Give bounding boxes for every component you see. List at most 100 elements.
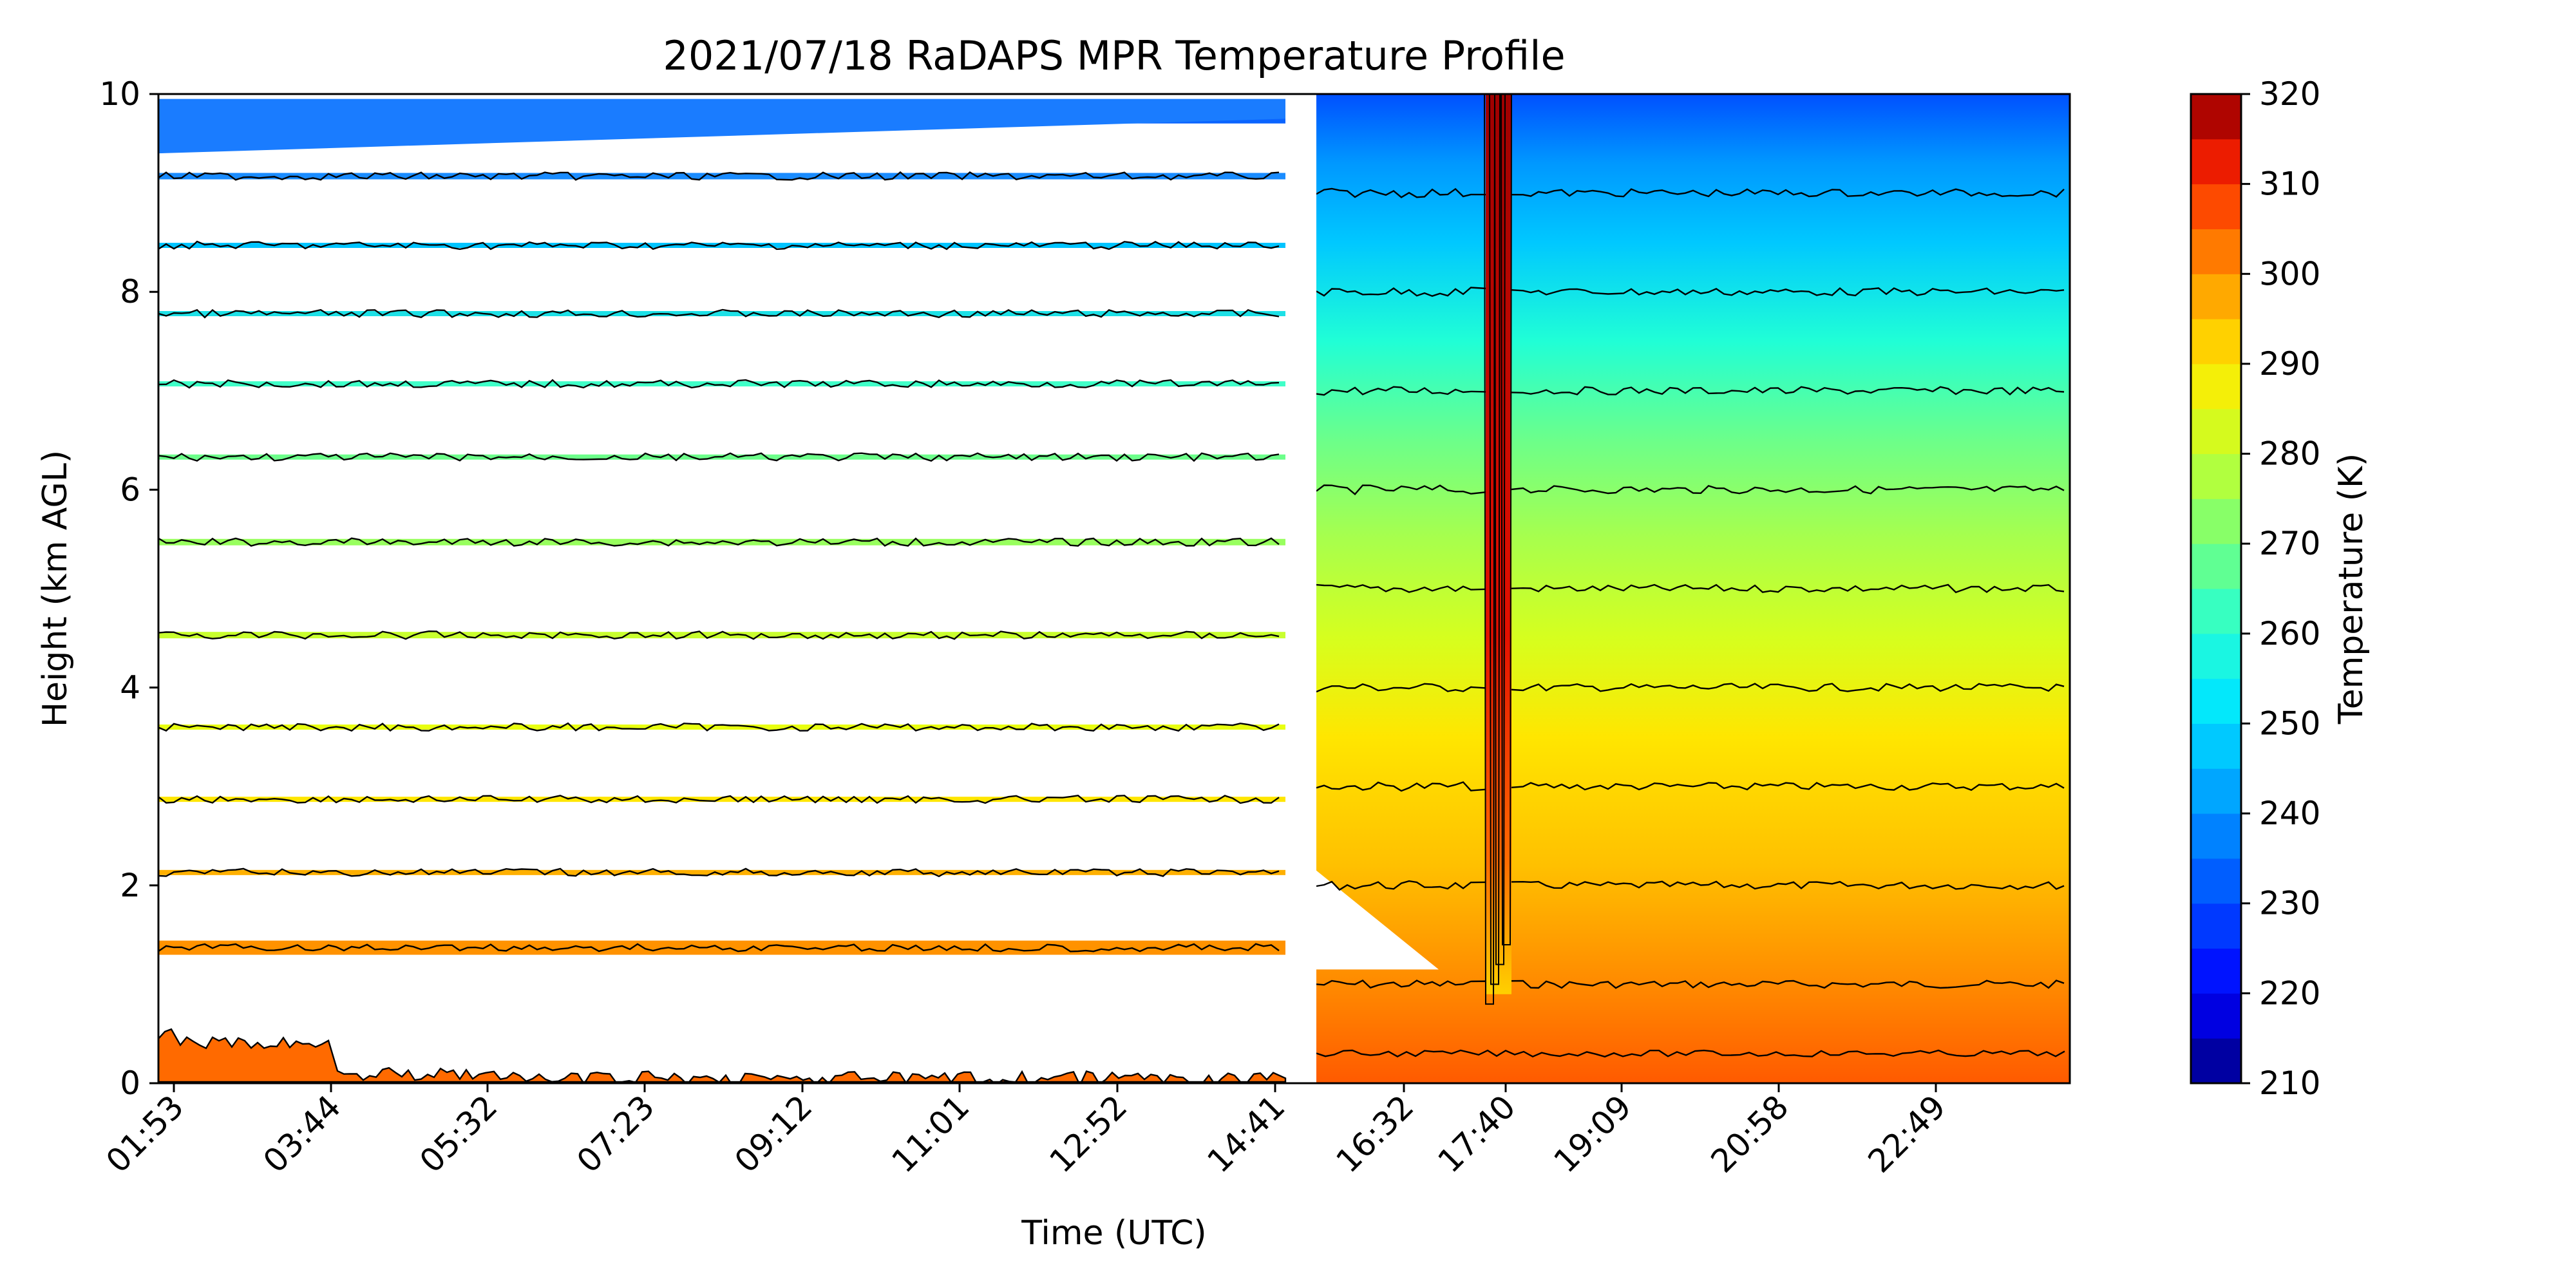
colorbar-tick-label: 250 bbox=[2259, 705, 2320, 742]
colorbar-tick-label: 310 bbox=[2259, 166, 2320, 203]
contour-line bbox=[158, 943, 1280, 952]
colorbar-tick-label: 260 bbox=[2259, 615, 2320, 652]
anomaly-contour bbox=[1484, 94, 1495, 1005]
colorbar-tick-label: 220 bbox=[2259, 974, 2320, 1012]
contour-band bbox=[158, 797, 1285, 802]
colorbar-tick-label: 270 bbox=[2259, 525, 2320, 562]
y-tick-label: 10 bbox=[99, 75, 140, 113]
y-tick-label: 0 bbox=[120, 1065, 140, 1102]
contour-line bbox=[1316, 1049, 2065, 1058]
data-gap bbox=[1288, 94, 1316, 1083]
colorbar-swatch bbox=[2191, 768, 2241, 814]
x-tick-label: 17:40 bbox=[1431, 1088, 1523, 1180]
contour-line bbox=[158, 452, 1280, 462]
colorbar-swatch bbox=[2191, 138, 2241, 185]
contour-band bbox=[158, 632, 1285, 639]
x-tick-label: 16:32 bbox=[1329, 1088, 1421, 1180]
contour-line bbox=[1316, 980, 2065, 989]
colorbar-tick-label: 320 bbox=[2259, 75, 2320, 113]
contour-band bbox=[158, 310, 1285, 316]
colorbar-swatch bbox=[2191, 723, 2241, 769]
colorbar-swatch bbox=[2191, 408, 2241, 455]
x-axis: 01:53 03:44 05:32 07:23 09:12 11:01 12:52 14:41… bbox=[99, 1083, 1953, 1180]
x-tick-label: 11:01 bbox=[885, 1088, 977, 1180]
plot-area bbox=[158, 94, 2070, 1083]
colorbar-label: Temperature (K) bbox=[2332, 453, 2371, 725]
anomaly-contour bbox=[1494, 94, 1506, 965]
contour-line bbox=[1316, 781, 2065, 792]
colorbar-swatch bbox=[2191, 589, 2241, 634]
x-axis-label: Time (UTC) bbox=[1021, 1214, 1206, 1253]
colorbar-tick-label: 230 bbox=[2259, 885, 2320, 922]
colorbar-swatch bbox=[2191, 903, 2241, 949]
colorbar-tick-label: 210 bbox=[2259, 1065, 2320, 1102]
contour-line bbox=[1316, 484, 2065, 496]
contour-line bbox=[158, 308, 1280, 319]
plot-frame bbox=[157, 93, 2071, 1084]
contour-line bbox=[158, 630, 1280, 640]
contour-line bbox=[1316, 386, 2065, 396]
colorbar-swatch bbox=[2191, 678, 2241, 724]
x-tick-label: 14:41 bbox=[1200, 1088, 1293, 1180]
colorbar-tick-label: 240 bbox=[2259, 795, 2320, 832]
colorbar-swatch bbox=[2191, 633, 2241, 679]
contour-line bbox=[158, 171, 1280, 181]
colorbar-swatch bbox=[2191, 498, 2241, 544]
x-tick-label: 22:49 bbox=[1861, 1088, 1953, 1180]
contour-line bbox=[158, 722, 1280, 732]
y-tick-label: 4 bbox=[120, 669, 140, 706]
colorbar-swatch bbox=[2191, 993, 2241, 1039]
y-tick-label: 2 bbox=[120, 867, 140, 904]
contour-band bbox=[158, 538, 1285, 545]
y-axis-label: Height (km AGL) bbox=[36, 450, 75, 727]
x-tick-label: 05:32 bbox=[413, 1088, 505, 1180]
colorbar-frame bbox=[2190, 93, 2242, 1084]
x-tick-label: 12:52 bbox=[1043, 1088, 1135, 1180]
x-tick-label: 03:44 bbox=[256, 1088, 348, 1180]
colorbar-swatch bbox=[2191, 453, 2241, 499]
contour-band-wedge bbox=[158, 99, 1285, 154]
contour-line bbox=[158, 240, 1280, 251]
y-tick-label: 8 bbox=[120, 273, 140, 310]
colorbar-swatch bbox=[2191, 94, 2241, 140]
anomaly-contour bbox=[1501, 94, 1512, 945]
contour-band bbox=[158, 869, 1285, 875]
surface-warm-band bbox=[158, 1028, 1287, 1083]
x-tick-label: 19:09 bbox=[1547, 1088, 1639, 1180]
contour-band bbox=[158, 940, 1285, 955]
contour-band bbox=[158, 243, 1285, 249]
contour-line bbox=[1316, 287, 2065, 297]
colorbar-swatch bbox=[2191, 858, 2241, 904]
contour-band bbox=[158, 173, 1285, 180]
colorbar-swatch bbox=[2191, 319, 2241, 365]
colorbar-swatch bbox=[2191, 229, 2241, 274]
contour-line bbox=[158, 867, 1280, 878]
colorbar-swatch bbox=[2191, 184, 2241, 229]
colorbar-tick-label: 280 bbox=[2259, 435, 2320, 473]
y-axis: 0 2 4 6 8 10 bbox=[99, 75, 158, 1102]
colorbar-swatch bbox=[2191, 274, 2241, 319]
contour-line bbox=[1316, 683, 2065, 693]
x-tick-label: 09:12 bbox=[728, 1088, 820, 1180]
colorbar-swatch bbox=[2191, 363, 2241, 410]
x-tick-label: 07:23 bbox=[570, 1088, 662, 1180]
contour-line bbox=[158, 379, 1280, 389]
contour-band bbox=[158, 724, 1285, 730]
colorbar-tick-label: 300 bbox=[2259, 255, 2320, 292]
contour-line bbox=[1316, 880, 2065, 891]
colorbar-swatch bbox=[2191, 948, 2241, 994]
contour-line bbox=[158, 795, 1280, 804]
x-tick-label: 01:53 bbox=[99, 1088, 191, 1180]
colorbar-tick-label: 290 bbox=[2259, 345, 2320, 383]
y-tick-label: 6 bbox=[120, 471, 140, 508]
anomaly-contour bbox=[1489, 94, 1501, 985]
contour-line bbox=[1316, 583, 2065, 594]
colorbar-swatch bbox=[2191, 1038, 2241, 1084]
colorbar-swatch bbox=[2191, 544, 2241, 589]
x-tick-label: 20:58 bbox=[1704, 1088, 1796, 1180]
contour-line bbox=[158, 537, 1280, 547]
contour-band bbox=[158, 381, 1285, 387]
contour-line bbox=[1316, 187, 2065, 198]
colorbar: 210 220 230 240 250 260 270 280 290 300 310 320 bbox=[2190, 75, 2320, 1102]
